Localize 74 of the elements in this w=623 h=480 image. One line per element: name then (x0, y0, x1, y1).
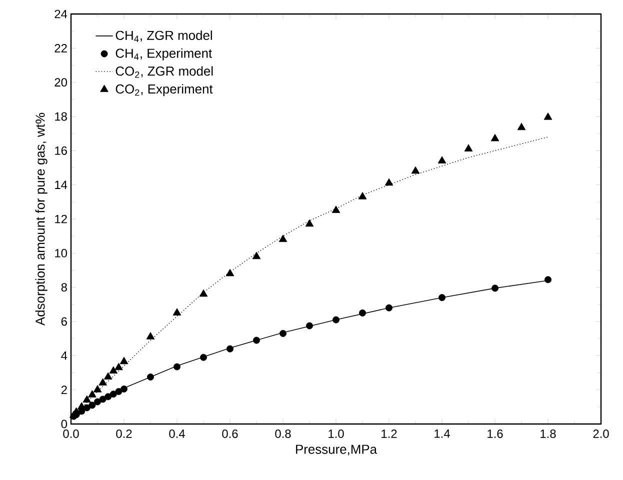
legend-label: CO$_{2}$, ZGR model (116, 66, 213, 78)
point (411, 166, 420, 174)
x-tick-label: 1.6 (488, 430, 503, 438)
x-tick-label: 0.2 (116, 430, 132, 438)
point (99, 396, 106, 403)
point (172, 308, 182, 316)
point (120, 356, 128, 364)
point (544, 112, 552, 120)
x-tick-label: 1.4 (434, 430, 450, 438)
y-tick-label: 12 (55, 214, 67, 224)
y-tick-label: 8 (61, 283, 67, 292)
point (332, 206, 340, 213)
point (94, 398, 101, 406)
y-tick-label: 0 (61, 420, 68, 428)
x-tick-label: 1.2 (382, 430, 397, 438)
point (104, 393, 112, 400)
point (438, 156, 446, 164)
point (544, 276, 552, 284)
point (252, 252, 261, 260)
point (110, 390, 117, 398)
y-tick-label: 24 (54, 10, 68, 18)
point (199, 289, 208, 297)
point (464, 144, 473, 152)
point (88, 390, 96, 398)
x-axis-title: Pressure,MPa (296, 444, 378, 456)
y-tick-label: 14 (55, 180, 68, 189)
point (226, 345, 234, 352)
point (492, 284, 498, 292)
y-tick-label: 22 (54, 44, 67, 52)
point (332, 316, 340, 324)
x-tick-label: 0.4 (169, 430, 185, 438)
point (306, 322, 313, 330)
legend-label: CH$_{4}$, ZGR model (116, 30, 212, 42)
y-tick-label: 18 (55, 112, 67, 121)
x-tick-label: 0.8 (275, 430, 291, 438)
point (82, 395, 92, 403)
x-tick-label: 1.0 (328, 430, 344, 438)
point (386, 304, 392, 312)
point (104, 372, 112, 380)
point (174, 363, 180, 370)
x-tick-label: 0.0 (63, 430, 79, 438)
y-tick-label: 16 (55, 146, 67, 155)
legend-label: CO$_{2}$, Experiment (116, 84, 213, 96)
point (253, 336, 260, 344)
point (98, 378, 107, 386)
point (226, 268, 234, 276)
point (120, 385, 128, 392)
point (490, 134, 500, 142)
x-tick-label: 0.6 (222, 430, 238, 438)
point (278, 234, 288, 242)
point (114, 362, 123, 370)
point (109, 366, 118, 374)
point (384, 178, 394, 186)
x-tick-label: 1.8 (540, 430, 556, 438)
y-axis-title: Adsorption amount for pure gas, wt% (35, 112, 48, 326)
point (115, 388, 122, 396)
y-tick-label: 4 (61, 352, 68, 360)
point (146, 332, 155, 340)
point (305, 219, 314, 227)
x-tick-label: 2.0 (593, 430, 609, 438)
point (88, 402, 96, 409)
point (358, 192, 367, 200)
point (147, 374, 154, 381)
point (93, 385, 102, 392)
point (517, 122, 526, 130)
point (200, 354, 207, 361)
legend-label: CH$_{4}$, Experiment (116, 48, 212, 60)
y-tick-label: 10 (55, 248, 68, 258)
point (280, 330, 286, 337)
point (438, 294, 446, 302)
y-tick-label: 6 (61, 317, 67, 326)
point (359, 309, 366, 316)
y-tick-label: 2 (61, 386, 67, 394)
y-tick-label: 20 (54, 78, 68, 87)
